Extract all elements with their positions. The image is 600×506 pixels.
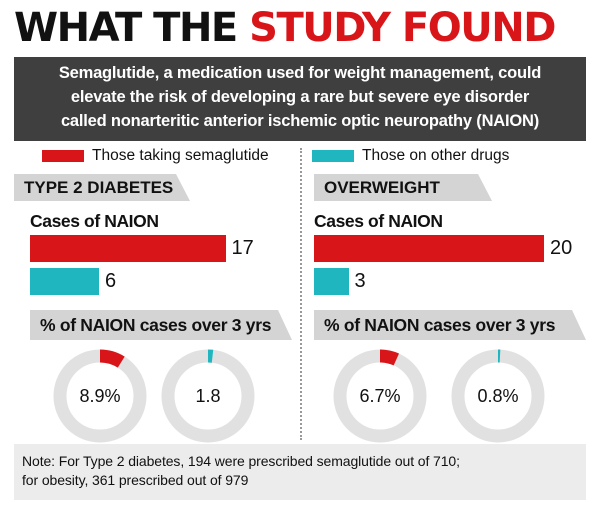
- subtitle-diabetes-cases: Cases of NAION: [30, 211, 159, 231]
- legend-swatch-semaglutide: [42, 150, 84, 162]
- legend-label-other: Those on other drugs: [362, 147, 510, 164]
- section-title-overweight: OVERWEIGHT: [314, 174, 492, 201]
- panel-divider: [300, 148, 302, 440]
- bar-label-diabetes-semaglutide: 17: [231, 237, 254, 259]
- intro-line-2: elevate the risk of developing a rare bu…: [70, 88, 530, 106]
- intro-line-1: Semaglutide, a medication used for weigh…: [58, 64, 542, 82]
- donut-overweight-other: 0.8%: [450, 348, 546, 444]
- note-line-2: for obesity, 361 prescribed out of 979: [22, 472, 249, 488]
- bar-overweight-semaglutide: [314, 235, 544, 262]
- intro-box: Semaglutide, a medication used for weigh…: [14, 57, 586, 141]
- intro-line-3: called nonarteritic anterior ischemic op…: [60, 112, 540, 130]
- donut-arc-overweight-semaglutide: [379, 349, 400, 366]
- pct-title-overweight: % of NAION cases over 3 yrs: [314, 310, 586, 340]
- note-box: Note: For Type 2 diabetes, 194 were pres…: [14, 444, 586, 500]
- bar-overweight-other: [314, 268, 349, 295]
- subtitle-overweight-cases: Cases of NAION: [314, 211, 443, 231]
- bar-label-overweight-other: 3: [354, 270, 366, 292]
- bar-diabetes-semaglutide: [30, 235, 226, 262]
- donut-label-overweight-semaglutide: 6.7%: [359, 386, 401, 406]
- donut-label-diabetes-semaglutide: 8.9%: [79, 386, 121, 406]
- headline-part-2: STUDY FOUND: [249, 5, 556, 51]
- legend-label-semaglutide: Those taking semaglutide: [92, 147, 269, 164]
- donut-label-diabetes-other: 1.8: [195, 386, 221, 406]
- headline-part-1: WHAT THE: [14, 5, 250, 51]
- headline: WHAT THE STUDY FOUND: [14, 4, 556, 52]
- donut-label-overweight-other: 0.8%: [477, 386, 519, 406]
- bar-diabetes-other: [30, 268, 99, 295]
- donut-overweight-semaglutide: 6.7%: [332, 348, 428, 444]
- donut-diabetes-other: 1.8: [160, 348, 256, 444]
- legend-item-semaglutide: Those taking semaglutide: [42, 147, 269, 165]
- legend-item-other: Those on other drugs: [312, 147, 509, 165]
- donut-diabetes-semaglutide: 8.9%: [52, 348, 148, 444]
- section-title-diabetes: TYPE 2 DIABETES: [14, 174, 190, 201]
- legend-swatch-other: [312, 150, 354, 162]
- bar-label-overweight-semaglutide: 20: [550, 237, 573, 259]
- note-line-1: Note: For Type 2 diabetes, 194 were pres…: [22, 453, 460, 469]
- bar-label-diabetes-other: 6: [105, 270, 117, 292]
- donut-arc-diabetes-semaglutide: [99, 349, 125, 368]
- pct-title-diabetes: % of NAION cases over 3 yrs: [30, 310, 292, 340]
